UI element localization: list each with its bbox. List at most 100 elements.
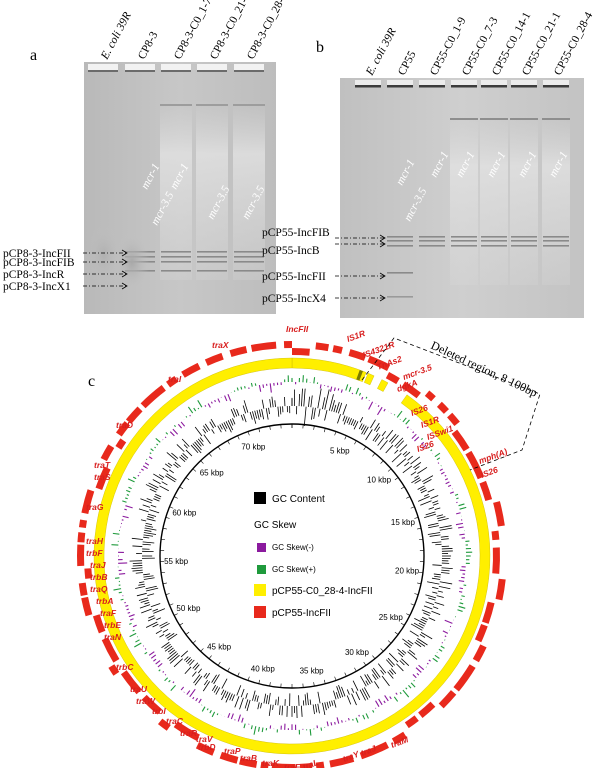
gene-label: traE (284, 762, 301, 768)
kbp-tick (227, 667, 230, 672)
gc-content-bar (419, 634, 426, 638)
gc-content-bar (182, 453, 189, 459)
gc-content-bar (377, 663, 387, 674)
gc-content-bar (142, 543, 151, 546)
legend-swatch (257, 543, 266, 552)
gel-band (197, 256, 227, 258)
gc-skew-bar (405, 419, 410, 425)
gc-skew-bar (352, 718, 354, 721)
cds-feature (436, 401, 449, 414)
gc-content-bar (427, 581, 440, 585)
gc-skew-bar (169, 431, 175, 437)
gel-well-edge (543, 85, 569, 88)
gc-content-bar (143, 577, 155, 580)
gc-content-bar (363, 426, 369, 435)
gc-content-bar (240, 414, 244, 421)
gc-skew-bar (405, 687, 408, 690)
gc-content-bar (252, 690, 256, 701)
gc-content-bar (209, 421, 214, 429)
gc-skew-bar (118, 591, 122, 594)
gel-well (511, 80, 537, 86)
gc-skew-bar (209, 709, 212, 714)
gc-content-bar (404, 461, 410, 467)
gc-skew-bar (402, 417, 407, 423)
gc-skew-bar (361, 396, 364, 400)
gc-skew-bar (444, 635, 447, 638)
gc-content-bar (140, 519, 147, 522)
gel-band (451, 245, 477, 247)
cds-feature (181, 362, 201, 378)
gc-content-bar (422, 475, 434, 483)
gc-skew-bar (456, 512, 461, 515)
cds-feature (166, 375, 179, 388)
kbp-tick (200, 460, 204, 464)
gc-content-bar (263, 693, 267, 704)
gc-content-bar (145, 525, 154, 528)
kbp-tick (173, 496, 178, 499)
gc-content-bar (337, 402, 343, 414)
gc-content-bar (180, 454, 187, 461)
gc-content-bar (386, 659, 394, 668)
gc-skew-bar (141, 468, 144, 471)
gc-content-bar (333, 404, 337, 413)
gc-skew-bar (399, 692, 402, 695)
gc-content-bar (165, 475, 176, 483)
gc-skew-bar (144, 462, 150, 466)
kbp-tick (227, 440, 230, 445)
legend-swatch (254, 492, 266, 504)
gc-content-bar (202, 428, 207, 434)
gc-content-bar (352, 420, 357, 427)
gc-skew-bar (329, 386, 333, 392)
gc-content-bar (256, 410, 260, 420)
gene-label: mcr-3.5 (401, 362, 433, 382)
gc-content-bar (231, 694, 235, 702)
gel-band (234, 270, 264, 272)
gene-label: traQ (90, 584, 108, 594)
gc-skew-bar (408, 684, 412, 689)
legend-swatch (257, 565, 266, 574)
gc-skew-bar (326, 721, 329, 727)
gc-content-bar (145, 484, 158, 491)
gc-content-bar (397, 648, 405, 656)
gc-content-bar (169, 654, 180, 664)
gc-content-bar (147, 516, 154, 519)
gel-band (161, 251, 191, 253)
kbp-tick (394, 477, 399, 481)
gene-label: traT (94, 460, 111, 470)
band-labels-b: pCP55-IncFIB pCP55-IncB pCP55-IncFII pCP55-… (262, 227, 386, 305)
band-pointer-arrow (379, 240, 386, 248)
cds-feature (438, 690, 457, 709)
gc-skew-bar (170, 684, 176, 692)
gc-content-bar (141, 608, 152, 614)
gc-skew-bar (126, 489, 131, 493)
gc-skew-bar (347, 717, 350, 721)
gc-content-bar (414, 617, 426, 625)
lane-label: CP8-3 (136, 30, 161, 62)
gc-content-bar (361, 688, 369, 700)
gel-band (543, 240, 569, 242)
comparison-ring-segment (377, 379, 389, 392)
gel-well-edge (387, 85, 413, 88)
gc-skew-bar (224, 395, 228, 402)
gc-content-bar (192, 443, 202, 454)
gc-content-bar (164, 645, 173, 652)
gc-skew-bar (216, 713, 219, 716)
gc-skew-bar (153, 658, 157, 662)
gc-content-bar (162, 467, 169, 473)
gc-content-bar (317, 691, 321, 704)
gc-content-bar (149, 488, 157, 493)
gc-skew-bar (358, 392, 362, 396)
gc-content-bar (336, 686, 341, 699)
legend: GC Content GC Skew GC Skew(-) GC Skew(+) pCP… (254, 492, 373, 619)
gc-skew-bar (355, 717, 359, 723)
gc-content-bar (309, 699, 312, 705)
gc-skew-bar (148, 651, 155, 656)
gc-content-bar (194, 675, 203, 686)
gc-skew-bar (180, 686, 185, 691)
gc-content-bar (418, 622, 425, 627)
gc-content-bar (437, 590, 443, 593)
gc-content-bar (391, 453, 402, 463)
kbp-tick (179, 486, 184, 490)
gc-skew-bar (241, 717, 244, 723)
gc-skew-bar (197, 400, 203, 408)
